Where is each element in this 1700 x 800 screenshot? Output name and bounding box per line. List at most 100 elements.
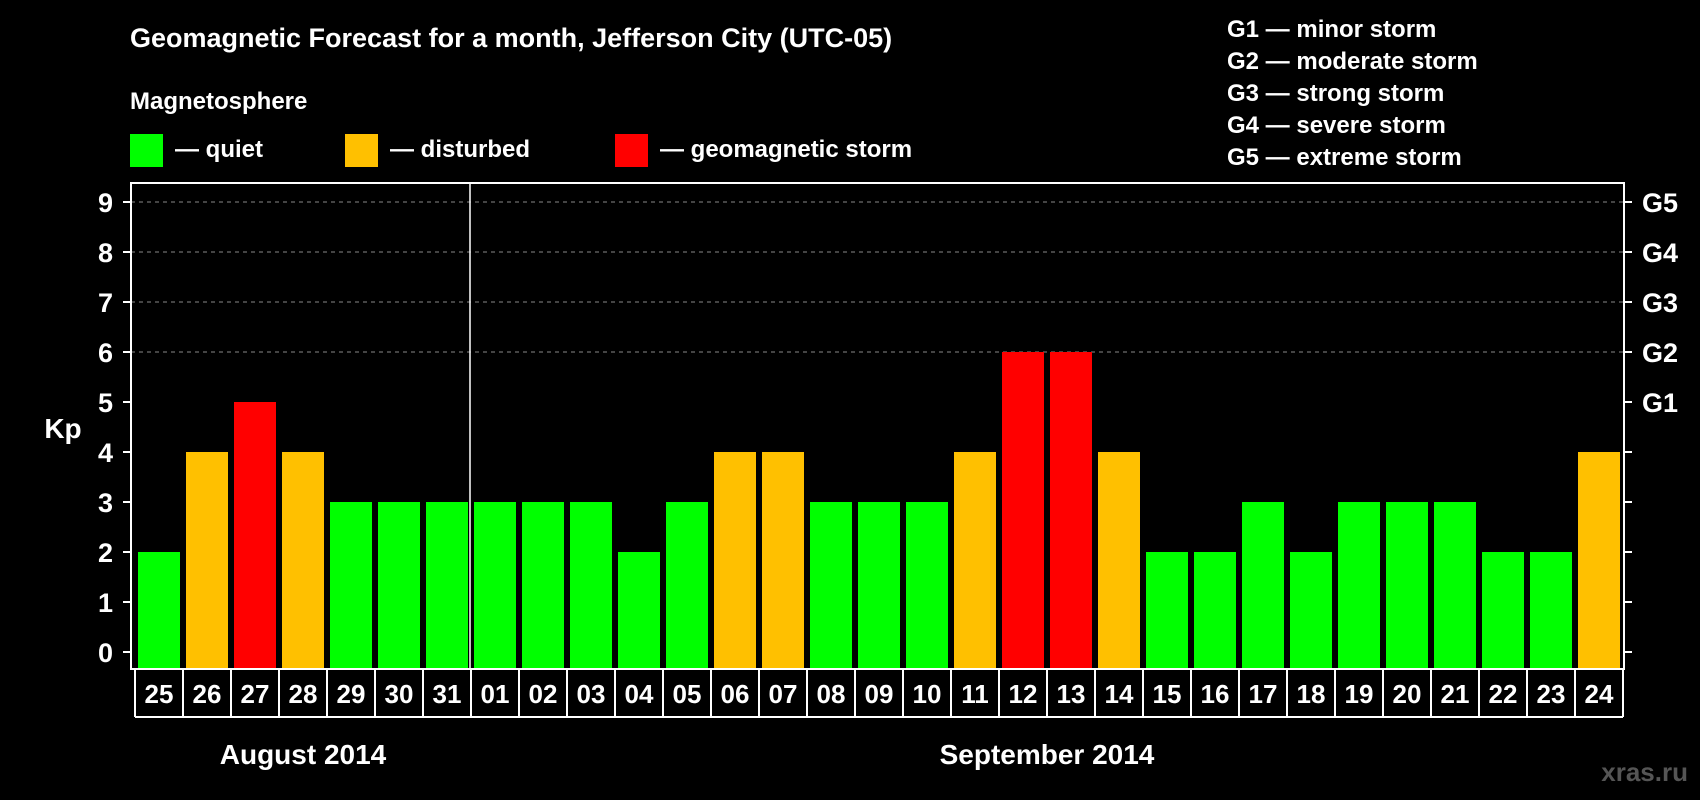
bar-27 [234,402,276,668]
bar-11 [954,452,996,668]
bar-21 [1434,502,1476,668]
bar-06 [714,452,756,668]
storm-level-label: G1 [1642,388,1678,418]
bar-19 [1338,502,1380,668]
category-label: 25 [145,679,174,709]
bar-17 [1242,502,1284,668]
axes: 0 1 2 3 4 5 6 7 8 9 G1 G2 G3 G4 G5 [98,182,1678,670]
bar-18 [1290,552,1332,668]
y-tick-label: 4 [98,438,113,468]
category-label: 24 [1585,679,1614,709]
bar-13 [1050,352,1092,668]
bar-14 [1098,452,1140,668]
storm-scale-item: G3 — strong storm [1227,80,1444,107]
storm-level-label: G4 [1642,238,1678,268]
legend: — quiet — disturbed — geomagnetic storm [130,134,912,167]
chart-subtitle: Magnetosphere [130,88,307,115]
legend-swatch-disturbed [345,134,378,167]
y-tick-label: 1 [98,588,113,618]
category-label: 19 [1345,679,1374,709]
category-label: 30 [385,679,414,709]
bar-22 [1482,552,1524,668]
category-label: 31 [433,679,462,709]
bar-07 [762,452,804,668]
storm-scale-item: G4 — severe storm [1227,112,1446,139]
storm-scale-legend: G1 — minor storm G2 — moderate storm G3 — … [1227,16,1478,171]
bar-02 [522,502,564,668]
category-label: 03 [577,679,606,709]
y-tick-label: 7 [98,288,113,318]
category-label: 28 [289,679,318,709]
legend-swatch-storm [615,134,648,167]
bar-01 [474,502,516,668]
category-label: 26 [193,679,222,709]
bar-26 [186,452,228,668]
bar-15 [1146,552,1188,668]
bar-29 [330,502,372,668]
category-label: 14 [1105,679,1134,709]
bar-09 [858,502,900,668]
storm-scale-item: G2 — moderate storm [1227,48,1478,75]
y-tick-label: 3 [98,488,113,518]
category-label: 21 [1441,679,1470,709]
category-label: 10 [913,679,942,709]
storm-level-label: G2 [1642,338,1678,368]
storm-level-label: G5 [1642,188,1678,218]
bar-20 [1386,502,1428,668]
category-label: 23 [1537,679,1566,709]
bar-23 [1530,552,1572,668]
bar-31 [426,502,468,668]
storm-scale-item: G1 — minor storm [1227,16,1436,43]
bar-05 [666,502,708,668]
legend-label-quiet: — quiet [175,136,263,163]
month-label: August 2014 [220,739,387,770]
bar-10 [906,502,948,668]
category-label: 07 [769,679,798,709]
y-tick-label: 0 [98,638,113,668]
y-tick-label: 8 [98,238,113,268]
category-label: 11 [961,679,989,709]
y-tick-label: 5 [98,388,113,418]
bar-08 [810,502,852,668]
bar-04 [618,552,660,668]
bars [138,352,1620,668]
category-label: 12 [1009,679,1038,709]
bar-16 [1194,552,1236,668]
bar-12 [1002,352,1044,668]
y-axis-label: Kp [44,413,81,444]
y-tick-label: 2 [98,538,113,568]
storm-level-label: G3 [1642,288,1678,318]
bar-30 [378,502,420,668]
category-label: 16 [1201,679,1230,709]
chart-title: Geomagnetic Forecast for a month, Jeffer… [130,23,892,53]
category-label: 06 [721,679,750,709]
category-label: 18 [1297,679,1326,709]
category-label: 17 [1249,679,1278,709]
storm-scale-item: G5 — extreme storm [1227,144,1462,171]
month-labels: August 2014 September 2014 [220,739,1155,770]
grid-lines [131,201,1624,353]
watermark: xras.ru [1601,757,1688,787]
y-tick-label: 6 [98,338,113,368]
legend-label-storm: — geomagnetic storm [660,136,912,163]
category-label: 29 [337,679,366,709]
category-label: 05 [673,679,702,709]
category-labels: 25 26 27 28 29 30 31 01 02 03 04 05 06 07 08 09 10 11 12 13… [134,669,1624,718]
bar-25 [138,552,180,668]
category-label: 02 [529,679,558,709]
category-label: 01 [481,679,510,709]
category-label: 08 [817,679,846,709]
legend-swatch-quiet [130,134,163,167]
plot-frame [130,182,1625,670]
category-label: 20 [1393,679,1422,709]
category-label: 15 [1153,679,1182,709]
category-label: 04 [625,679,654,709]
y-tick-label: 9 [98,188,113,218]
bar-24 [1578,452,1620,668]
month-label: September 2014 [940,739,1155,770]
legend-label-disturbed: — disturbed [390,136,530,163]
bar-03 [570,502,612,668]
category-label: 13 [1057,679,1086,709]
